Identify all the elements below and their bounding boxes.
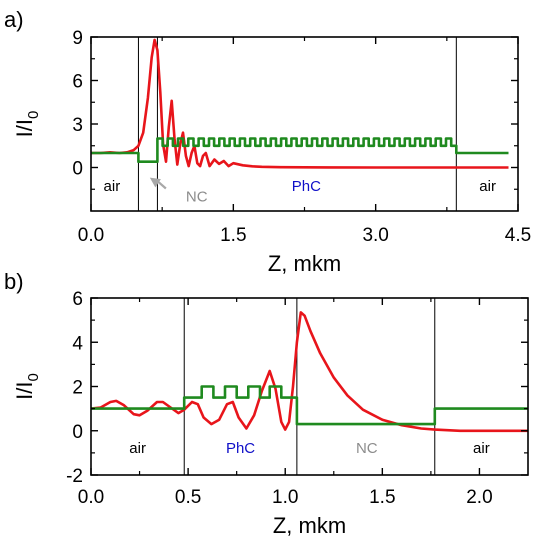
refractive-index-series-line xyxy=(91,385,528,426)
x-tick-label: 0.5 xyxy=(175,487,201,508)
y-tick-label: 6 xyxy=(72,72,83,93)
region-label-nc: NC xyxy=(356,440,378,457)
x-tick-label: 0.0 xyxy=(78,487,104,508)
region-label-air: air xyxy=(479,178,496,195)
plot-frame xyxy=(90,297,529,476)
x-tick-label: 3.0 xyxy=(362,225,388,246)
x-tick-label: 4.5 xyxy=(505,225,531,246)
y-tick-label: 4 xyxy=(72,333,83,354)
intensity-series-line xyxy=(91,38,509,169)
region-label-air: air xyxy=(473,440,490,457)
y-tick-label: 0 xyxy=(72,422,83,443)
intensity-series-line xyxy=(90,311,528,433)
y-axis-title: I/I0 xyxy=(12,111,42,138)
y-axis-title: I/I0 xyxy=(12,373,42,400)
x-tick-label: 1.0 xyxy=(272,487,298,508)
region-label-phc: PhC xyxy=(292,178,321,195)
y-tick-label: 9 xyxy=(72,28,83,49)
y-tick-label: -2 xyxy=(66,466,83,487)
y-tick-label: 2 xyxy=(72,378,83,399)
x-tick-label: 0.0 xyxy=(78,225,104,246)
region-label-phc: PhC xyxy=(226,440,255,457)
nc-arrow-head xyxy=(149,177,161,188)
y-tick-label: 3 xyxy=(72,115,83,136)
panel-a: 0.0 1.5 3.0 4.5 0 3 6 9 air PhC air NC a) Z, mkm I/I0 xyxy=(4,7,531,276)
region-label-air: air xyxy=(129,440,146,457)
panel-label: b) xyxy=(4,269,24,294)
x-axis-title: Z, mkm xyxy=(268,251,341,276)
region-label-nc: NC xyxy=(186,189,208,206)
region-label-air: air xyxy=(104,178,121,195)
y-tick-label: 6 xyxy=(72,289,83,310)
x-tick-label: 1.5 xyxy=(369,487,395,508)
x-tick-label: 2.0 xyxy=(466,487,492,508)
y-tick-label: 0 xyxy=(72,159,83,180)
x-axis-title: Z, mkm xyxy=(273,513,346,538)
panel-label: a) xyxy=(4,7,24,32)
x-tick-label: 1.5 xyxy=(220,225,246,246)
refractive-index-series-line xyxy=(91,137,509,163)
panel-b: 0.0 0.5 1.0 1.5 2.0 -2 0 2 4 6 air PhC NC air b) Z, mkm… xyxy=(4,269,529,538)
